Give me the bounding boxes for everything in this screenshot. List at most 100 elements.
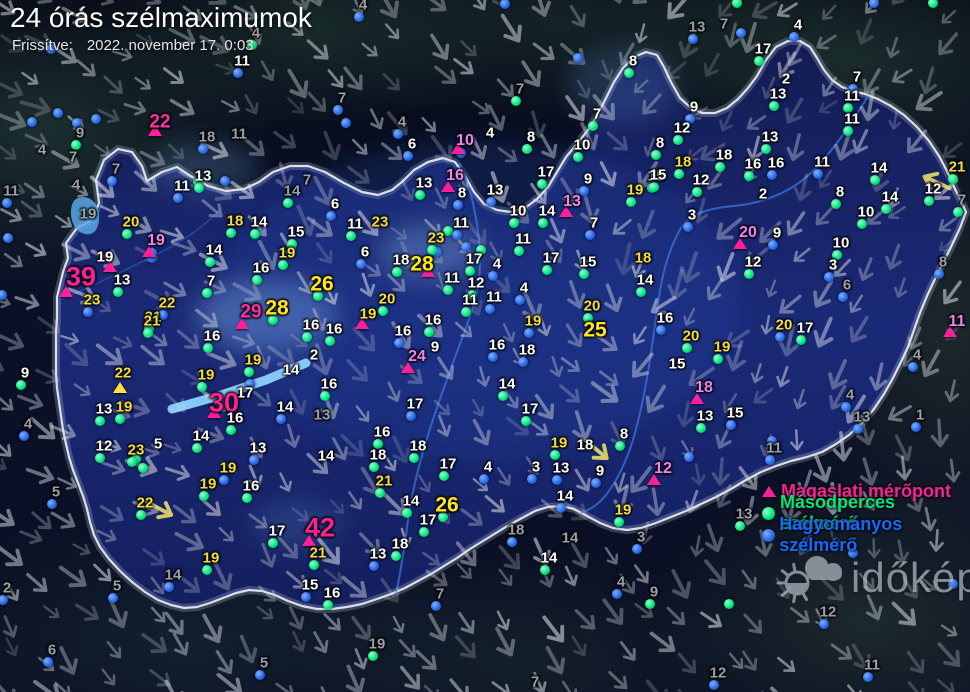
per-second-anemometer-dot[interactable] [302,332,312,342]
traditional-anemometer-dot[interactable] [556,503,566,513]
per-second-anemometer-dot[interactable] [143,328,153,338]
per-second-anemometer-dot[interactable] [542,265,552,275]
per-second-anemometer-dot[interactable] [715,162,725,172]
per-second-anemometer-dot[interactable] [754,56,764,66]
traditional-anemometer-dot[interactable] [838,292,848,302]
traditional-anemometer-dot[interactable] [233,68,243,78]
traditional-anemometer-dot[interactable] [767,170,777,180]
per-second-anemometer-dot[interactable] [226,228,236,238]
traditional-anemometer-dot[interactable] [406,411,416,421]
traditional-anemometer-dot[interactable] [656,325,666,335]
traditional-anemometer-dot[interactable] [819,619,829,629]
traditional-anemometer-dot[interactable] [869,0,879,8]
per-second-anemometer-dot[interactable] [645,599,655,609]
per-second-anemometer-dot[interactable] [511,96,521,106]
traditional-anemometer-dot[interactable] [848,548,858,558]
per-second-anemometer-dot[interactable] [498,391,508,401]
high-altitude-marker[interactable] [559,206,573,217]
high-altitude-marker[interactable] [302,535,316,546]
traditional-anemometer-dot[interactable] [684,452,694,462]
traditional-anemometer-dot[interactable] [524,328,534,338]
traditional-anemometer-dot[interactable] [488,271,498,281]
high-altitude-marker[interactable] [401,362,415,373]
per-second-anemometer-dot[interactable] [573,152,583,162]
per-second-anemometer-dot[interactable] [674,169,684,179]
per-second-anemometer-dot[interactable] [287,239,297,249]
traditional-anemometer-dot[interactable] [83,307,93,317]
per-second-anemometer-dot[interactable] [309,560,319,570]
per-second-anemometer-dot[interactable] [461,307,471,317]
traditional-anemometer-dot[interactable] [683,222,693,232]
traditional-anemometer-dot[interactable] [91,114,101,124]
per-second-anemometer-dot[interactable] [205,257,215,267]
traditional-anemometer-dot[interactable] [47,499,57,509]
per-second-anemometer-dot[interactable] [924,196,934,206]
traditional-anemometer-dot[interactable] [108,593,118,603]
per-second-anemometer-dot[interactable] [928,0,938,8]
traditional-anemometer-dot[interactable] [158,310,168,320]
traditional-anemometer-dot[interactable] [147,253,157,263]
per-second-anemometer-dot[interactable] [368,651,378,661]
high-altitude-marker[interactable] [142,246,156,257]
traditional-anemometer-dot[interactable] [249,455,259,465]
per-second-anemometer-dot[interactable] [138,463,148,473]
per-second-anemometer-dot[interactable] [870,175,880,185]
per-second-anemometer-dot[interactable] [427,245,437,255]
traditional-anemometer-dot[interactable] [591,478,601,488]
per-second-anemometer-dot[interactable] [744,269,754,279]
per-second-anemometer-dot[interactable] [320,391,330,401]
traditional-anemometer-dot[interactable] [0,290,7,300]
traditional-anemometer-dot[interactable] [354,12,364,22]
high-altitude-marker[interactable] [235,318,249,329]
traditional-anemometer-dot[interactable] [789,32,799,42]
traditional-anemometer-dot[interactable] [768,240,778,250]
per-second-anemometer-dot[interactable] [467,290,477,300]
per-second-anemometer-dot[interactable] [692,187,702,197]
traditional-anemometer-dot[interactable] [219,475,229,485]
high-altitude-marker[interactable] [733,238,747,249]
per-second-anemometer-dot[interactable] [113,287,123,297]
traditional-anemometer-dot[interactable] [43,657,53,667]
per-second-anemometer-dot[interactable] [373,439,383,449]
traditional-anemometer-dot[interactable] [341,118,351,128]
traditional-anemometer-dot[interactable] [107,176,117,186]
traditional-anemometer-dot[interactable] [333,105,343,115]
per-second-anemometer-dot[interactable] [192,443,202,453]
per-second-anemometer-dot[interactable] [402,508,412,518]
per-second-anemometer-dot[interactable] [735,521,745,531]
traditional-anemometer-dot[interactable] [452,230,462,240]
high-altitude-marker[interactable] [441,181,455,192]
per-second-anemometer-dot[interactable] [732,0,742,8]
per-second-anemometer-dot[interactable] [682,343,692,353]
per-second-anemometer-dot[interactable] [193,177,203,187]
per-second-anemometer-dot[interactable] [115,414,125,424]
high-altitude-marker[interactable] [113,382,127,393]
per-second-anemometer-dot[interactable] [202,565,212,575]
traditional-anemometer-dot[interactable] [0,595,8,605]
per-second-anemometer-dot[interactable] [419,527,429,537]
traditional-anemometer-dot[interactable] [612,589,622,599]
traditional-anemometer-dot[interactable] [369,561,379,571]
per-second-anemometer-dot[interactable] [550,450,560,460]
traditional-anemometer-dot[interactable] [841,402,851,412]
traditional-anemometer-dot[interactable] [46,44,56,54]
traditional-anemometer-dot[interactable] [27,117,37,127]
per-second-anemometer-dot[interactable] [724,599,734,609]
per-second-anemometer-dot[interactable] [424,327,434,337]
per-second-anemometer-dot[interactable] [325,336,335,346]
traditional-anemometer-dot[interactable] [527,474,537,484]
per-second-anemometer-dot[interactable] [244,367,254,377]
traditional-anemometer-dot[interactable] [431,601,441,611]
per-second-anemometer-dot[interactable] [540,565,550,575]
per-second-anemometer-dot[interactable] [268,315,278,325]
high-altitude-marker[interactable] [943,326,957,337]
per-second-anemometer-dot[interactable] [522,144,532,154]
traditional-anemometer-dot[interactable] [326,211,336,221]
per-second-anemometer-dot[interactable] [346,231,356,241]
per-second-anemometer-dot[interactable] [95,416,105,426]
per-second-anemometer-dot[interactable] [948,174,958,184]
per-second-anemometer-dot[interactable] [514,246,524,256]
traditional-anemometer-dot[interactable] [824,272,834,282]
per-second-anemometer-dot[interactable] [796,335,806,345]
high-altitude-marker[interactable] [207,407,221,418]
